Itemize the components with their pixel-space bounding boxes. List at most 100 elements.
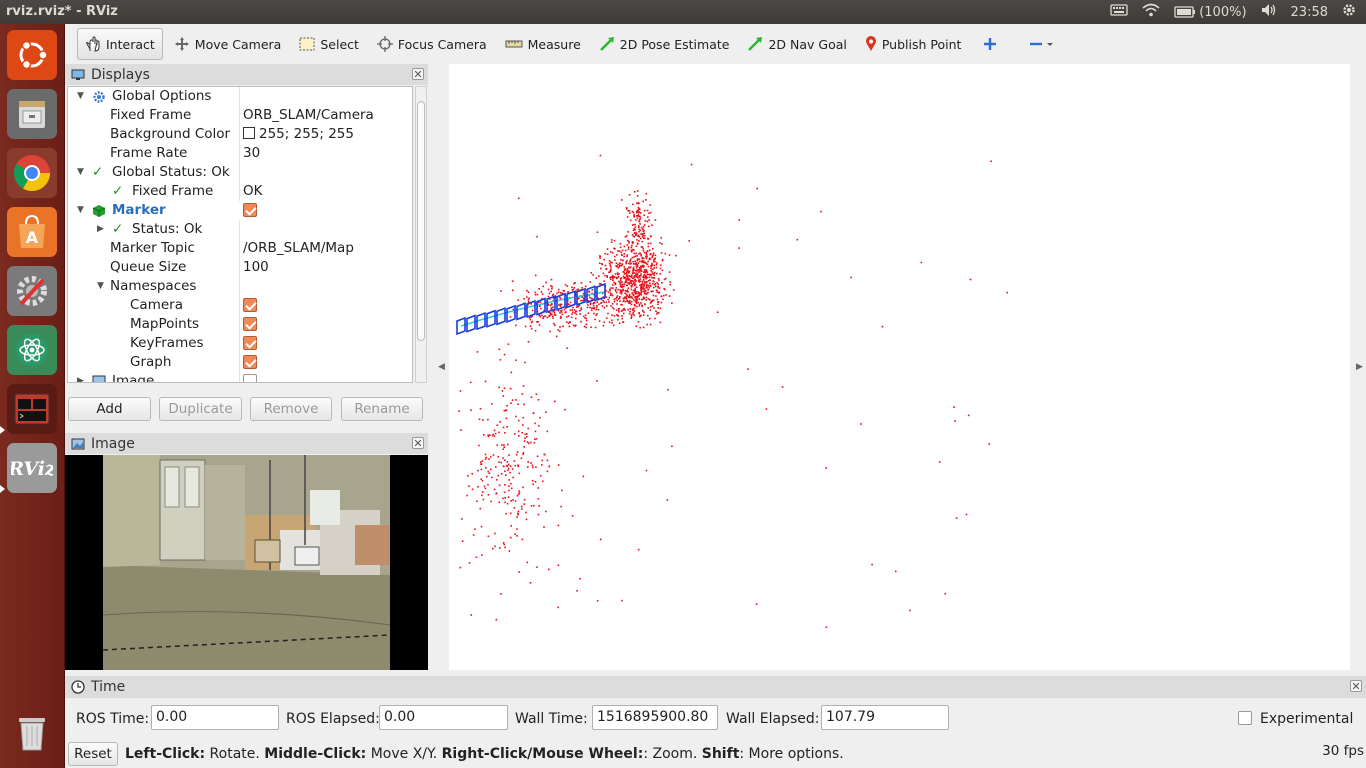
duplicate-button[interactable]: Duplicate: [159, 397, 242, 421]
terminal-icon[interactable]: [7, 384, 57, 434]
move-camera-tool-button[interactable]: Move Camera: [167, 28, 289, 60]
map-point: [559, 330, 561, 332]
clock[interactable]: 23:58: [1290, 4, 1328, 20]
ubuntu-dash-icon[interactable]: [7, 30, 57, 80]
chrome-icon[interactable]: [7, 148, 57, 198]
select-tool-button[interactable]: Select: [292, 28, 366, 60]
map-point: [503, 446, 506, 448]
namespace-checkbox[interactable]: [243, 315, 257, 335]
map-point: [622, 289, 625, 292]
interact-tool-button[interactable]: Interact: [77, 28, 163, 60]
scrollbar-thumb[interactable]: [417, 101, 425, 341]
experimental-checkbox[interactable]: [1238, 711, 1252, 725]
wifi-icon[interactable]: [1142, 3, 1160, 21]
expand-arrow-icon[interactable]: ▶: [77, 376, 84, 383]
ros-time-field[interactable]: 0.00: [151, 705, 279, 730]
focus-icon: [376, 36, 393, 52]
measure-tool-button[interactable]: Measure: [498, 28, 588, 60]
tree-value[interactable]: /ORB_SLAM/Map: [243, 240, 354, 256]
map-point: [580, 282, 583, 284]
map-point: [498, 461, 500, 463]
tree-value[interactable]: ORB_SLAM/Camera: [243, 107, 374, 123]
close-icon[interactable]: ✕: [412, 437, 424, 450]
map-point: [558, 288, 560, 291]
tree-row-ns-camera[interactable]: Camera: [68, 296, 412, 316]
tree-row-ns-keyframes[interactable]: KeyFrames: [68, 334, 412, 354]
tree-row-frame-rate[interactable]: Frame Rate 30: [68, 144, 412, 163]
tree-row-image[interactable]: ▶ Image: [68, 372, 412, 383]
tree-row-marker-status[interactable]: ▶ ✓ Status: Ok: [68, 220, 412, 239]
wall-time-field[interactable]: 1516895900.80: [592, 705, 718, 730]
map-point: [633, 275, 636, 278]
map-point: [634, 299, 637, 301]
map-point: [622, 271, 624, 273]
expand-arrow-icon[interactable]: ▼: [77, 167, 84, 177]
tree-row-namespaces[interactable]: ▼ Namespaces: [68, 277, 412, 296]
expand-arrow-icon[interactable]: ▼: [77, 205, 84, 215]
checkbox[interactable]: [243, 317, 257, 331]
remove-button[interactable]: Remove: [250, 397, 332, 421]
right-collapse-arrow-icon[interactable]: ▶: [1356, 362, 1363, 372]
image-enabled-checkbox[interactable]: [243, 372, 257, 382]
tree-row-background-color[interactable]: Background Color 255; 255; 255: [68, 125, 412, 144]
wall-elapsed-field[interactable]: 107.79: [821, 705, 949, 730]
system-settings-icon[interactable]: [7, 266, 57, 316]
tree-row-fixed-frame-status[interactable]: ✓ Fixed Frame OK: [68, 182, 412, 201]
2d-pose-estimate-tool-button[interactable]: 2D Pose Estimate: [592, 28, 737, 60]
tree-row-marker-topic[interactable]: Marker Topic /ORB_SLAM/Map: [68, 239, 412, 258]
rviz-icon[interactable]: RViz: [7, 443, 57, 493]
reset-button[interactable]: Reset: [68, 742, 118, 766]
2d-nav-goal-tool-button[interactable]: 2D Nav Goal: [740, 28, 853, 60]
tree-row-marker[interactable]: ▼ Marker: [68, 201, 412, 221]
tree-value[interactable]: 30: [243, 145, 261, 161]
battery-icon[interactable]: (100%): [1174, 5, 1247, 20]
tree-row-fixed-frame[interactable]: Fixed Frame ORB_SLAM/Camera: [68, 106, 412, 125]
checkbox[interactable]: [243, 355, 257, 369]
namespace-checkbox[interactable]: [243, 334, 257, 354]
map-point: [515, 399, 517, 401]
settings-gear-icon[interactable]: [1342, 3, 1356, 21]
tree-row-global-options[interactable]: ▼ Global Options: [68, 87, 412, 106]
rename-button[interactable]: Rename: [341, 397, 423, 421]
namespace-checkbox[interactable]: [243, 353, 257, 373]
trash-icon[interactable]: [7, 707, 57, 757]
map-point: [491, 403, 493, 405]
keyboard-icon[interactable]: [1110, 3, 1128, 21]
tree-row-global-status[interactable]: ▼ ✓ Global Status: Ok: [68, 163, 412, 182]
expand-arrow-icon[interactable]: ▼: [77, 91, 84, 101]
expand-arrow-icon[interactable]: ▼: [97, 281, 104, 291]
slam-map-scene[interactable]: [449, 64, 1350, 670]
tree-value[interactable]: 255; 255; 255: [243, 125, 354, 144]
files-icon[interactable]: [7, 89, 57, 139]
atom-icon[interactable]: [7, 325, 57, 375]
expand-arrow-icon[interactable]: ▶: [97, 224, 104, 234]
checkbox[interactable]: [243, 203, 257, 217]
add-tool-button[interactable]: [976, 28, 1004, 60]
map-point: [502, 465, 505, 467]
namespace-checkbox[interactable]: [243, 296, 257, 316]
software-center-icon[interactable]: A: [7, 207, 57, 257]
left-collapse-arrow-icon[interactable]: ◀: [438, 362, 445, 372]
close-icon[interactable]: ✕: [1350, 680, 1362, 693]
checkbox[interactable]: [243, 374, 257, 382]
remove-tool-button[interactable]: [1022, 28, 1061, 60]
close-icon[interactable]: ✕: [412, 68, 424, 81]
tree-row-ns-mappoints[interactable]: MapPoints: [68, 315, 412, 335]
displays-tree[interactable]: ▼ Global Options Fixed Frame ORB_SLAM/Ca…: [67, 86, 413, 383]
marker-enabled-checkbox[interactable]: [243, 201, 257, 221]
tree-row-ns-graph[interactable]: Graph: [68, 353, 412, 373]
checkbox[interactable]: [243, 336, 257, 350]
focus-camera-tool-button[interactable]: Focus Camera: [370, 28, 494, 60]
displays-scrollbar[interactable]: [415, 86, 427, 383]
volume-icon[interactable]: [1261, 3, 1277, 21]
add-button[interactable]: Add: [68, 397, 151, 421]
3d-render-view[interactable]: [449, 64, 1350, 670]
tree-row-queue-size[interactable]: Queue Size 100: [68, 258, 412, 277]
color-swatch[interactable]: [243, 127, 255, 139]
ros-elapsed-field[interactable]: 0.00: [379, 705, 508, 730]
tree-value[interactable]: 100: [243, 259, 269, 275]
map-point: [652, 268, 654, 270]
checkbox[interactable]: [243, 298, 257, 312]
map-point: [614, 248, 616, 250]
publish-point-tool-button[interactable]: Publish Point: [858, 28, 969, 60]
